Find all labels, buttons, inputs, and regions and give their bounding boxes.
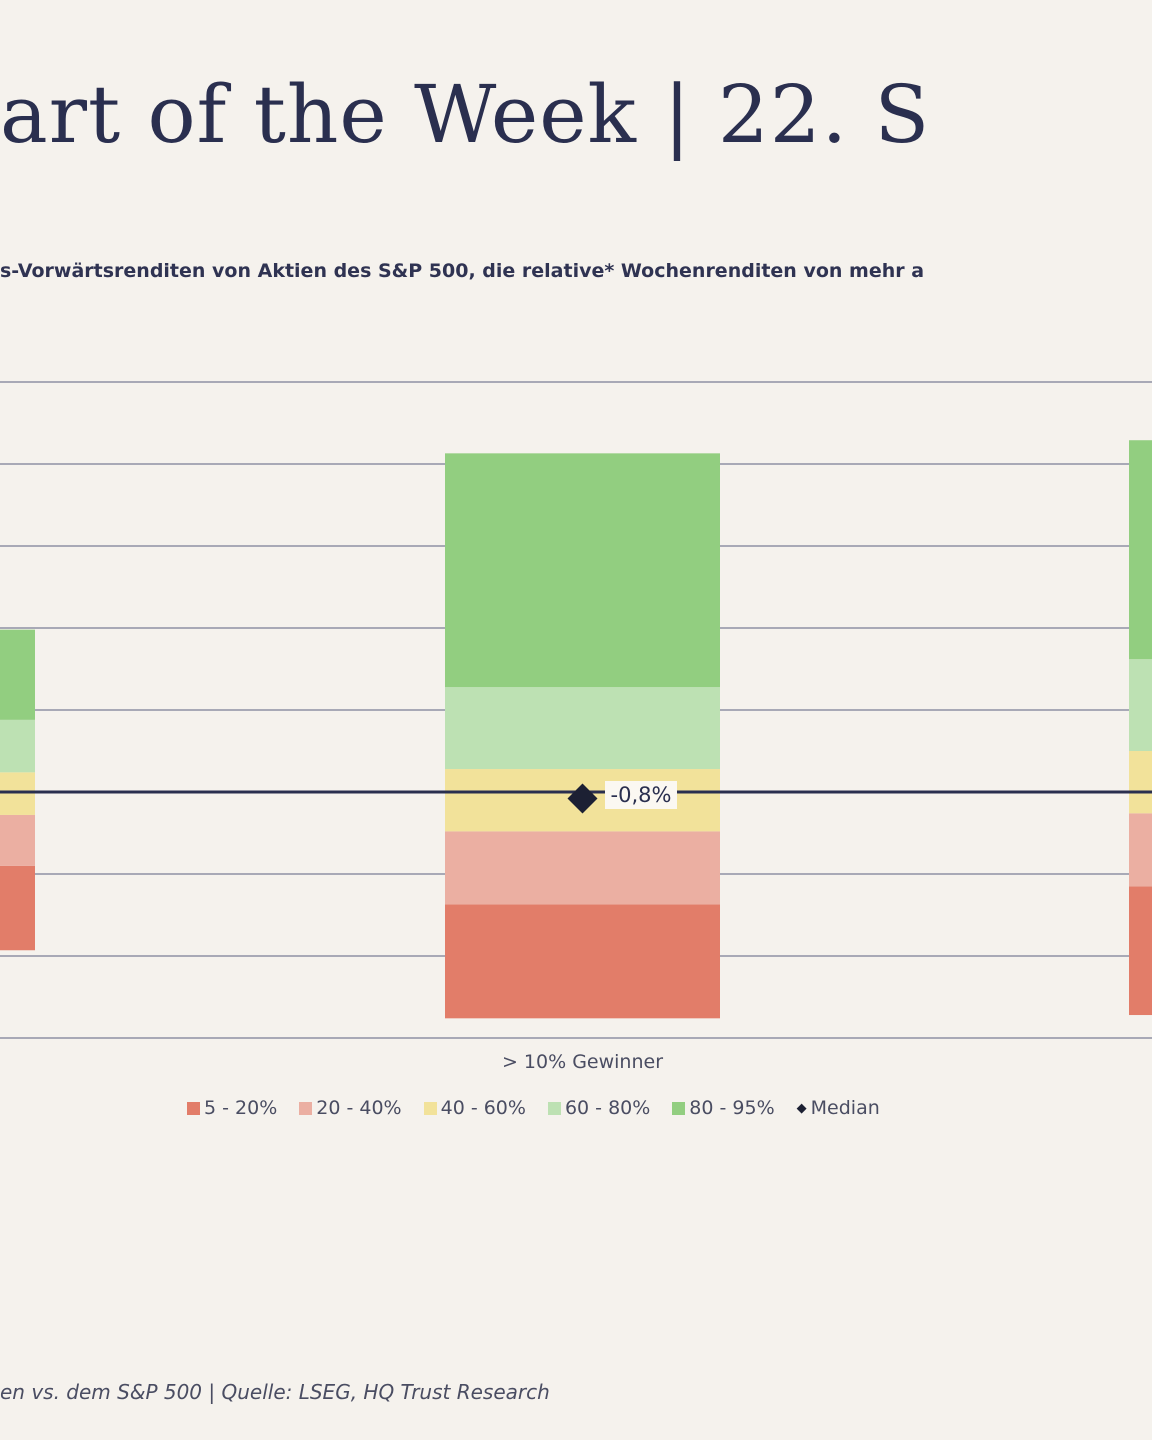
bar-segment xyxy=(0,772,35,815)
legend-swatch xyxy=(187,1101,200,1115)
legend-item: 60 - 80% xyxy=(547,1097,651,1119)
legend-swatch xyxy=(299,1101,313,1115)
bar-segment xyxy=(0,629,35,720)
chart-subtitle: s-Vorwärtsrenditen von Aktien des S&P 50… xyxy=(0,260,925,282)
legend: 5 - 20% 20 - 40% 40 - 60% 60 - 80% 80 - … xyxy=(187,1097,880,1119)
chart-title: art of the Week | 22. S xyxy=(0,68,931,161)
bar-segment xyxy=(1129,813,1152,887)
legend-swatch xyxy=(423,1101,437,1115)
bar-segment xyxy=(445,453,720,688)
legend-label: 40 - 60% xyxy=(440,1097,526,1119)
legend-label: Median xyxy=(810,1097,880,1119)
legend-label: 5 - 20% xyxy=(204,1097,278,1119)
legend-label: 20 - 40% xyxy=(316,1097,402,1119)
bar-segment xyxy=(0,814,35,866)
legend-swatch xyxy=(672,1101,686,1115)
source-footnote: en vs. dem S&P 500 | Quelle: LSEG, HQ Tr… xyxy=(0,1380,550,1404)
bar-segment xyxy=(1129,886,1152,1016)
bar-segment xyxy=(1129,440,1152,660)
bar-segment xyxy=(0,719,35,773)
legend-item: ◆ Median xyxy=(797,1097,880,1119)
legend-item: 5 - 20% xyxy=(187,1097,277,1119)
diamond-icon: ◆ xyxy=(796,1100,807,1116)
median-marker xyxy=(567,783,598,814)
bar-segment xyxy=(1129,751,1152,814)
bar-segment xyxy=(445,687,720,770)
legend-swatch xyxy=(547,1101,561,1115)
median-data-label: -0,8% xyxy=(604,780,678,809)
legend-item: 80 - 95% xyxy=(672,1097,775,1119)
bar-segment xyxy=(445,831,720,905)
legend-label: 80 - 95% xyxy=(689,1097,775,1119)
legend-item: 20 - 40% xyxy=(299,1097,402,1119)
legend-label: 60 - 80% xyxy=(564,1097,651,1119)
x-tick-label: > 10% Gewinner xyxy=(501,1051,664,1073)
bar-segment xyxy=(1129,659,1152,751)
bar-segment xyxy=(0,865,35,951)
legend-item: 40 - 60% xyxy=(423,1097,526,1119)
bar-segment xyxy=(445,904,720,1019)
